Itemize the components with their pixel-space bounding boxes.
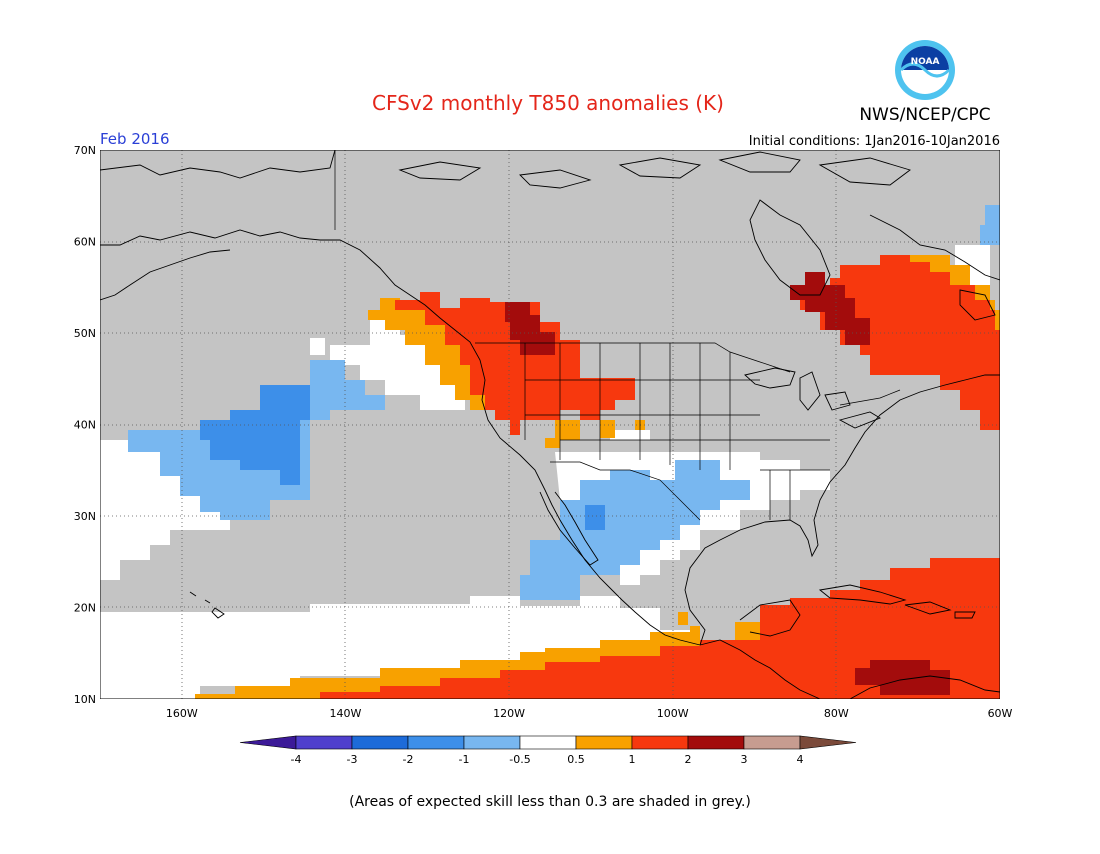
lat-label: 10N	[74, 693, 96, 706]
colorbar-tick-label: 1	[629, 753, 636, 766]
colorbar-swatch	[575, 735, 633, 750]
map-title: CFSv2 monthly T850 anomalies (K)	[372, 91, 724, 115]
colorbar-swatch	[407, 735, 465, 750]
lon-label: 120W	[493, 707, 525, 720]
colorbar-swatch	[463, 735, 521, 750]
lon-label: 60W	[988, 707, 1013, 720]
colorbar: -4 -3 -2 -1 -0.5 0.5 1 2 3 4	[239, 735, 857, 766]
colorbar-swatch	[295, 735, 353, 750]
colorbar-swatch	[631, 735, 689, 750]
initial-conditions-label: Initial conditions: 1Jan2016-10Jan2016	[749, 134, 1000, 149]
lon-label: 140W	[330, 707, 362, 720]
negative-anomaly-areas	[128, 205, 1000, 600]
logo-text: NOAA	[911, 57, 940, 67]
colorbar-tick-label: -3	[347, 753, 358, 766]
colorbar-low-arrow	[239, 735, 297, 750]
skill-note: (Areas of expected skill less than 0.3 a…	[349, 794, 751, 810]
colorbar-tick-label: 3	[741, 753, 748, 766]
colorbar-tick-label: -4	[291, 753, 302, 766]
lat-label: 20N	[74, 602, 96, 615]
agency-label: NWS/NCEP/CPC	[859, 105, 990, 125]
lat-label: 30N	[74, 510, 96, 523]
colorbar-tick-label: -0.5	[509, 753, 530, 766]
latitude-labels: 70N 60N 50N 40N 30N 20N 10N	[74, 144, 96, 706]
colorbar-tick-label: 0.5	[567, 753, 585, 766]
coastline-outline	[100, 150, 1000, 699]
noaa-logo-icon: NOAA	[895, 40, 955, 100]
positive-anomaly-areas	[195, 255, 1000, 699]
period-label: Feb 2016	[100, 130, 170, 148]
colorbar-tick-label: -2	[403, 753, 414, 766]
lat-label: 40N	[74, 419, 96, 432]
lon-label: 80W	[824, 707, 849, 720]
colorbar-tick-label: 4	[797, 753, 804, 766]
lon-label: 160W	[166, 707, 198, 720]
lat-label: 60N	[74, 236, 96, 249]
colorbar-swatch	[743, 735, 801, 750]
longitude-labels: 160W 140W 120W 100W 80W 60W	[166, 707, 1013, 720]
political-borders	[334, 150, 901, 521]
map-panel	[100, 150, 1000, 699]
colorbar-swatch	[351, 735, 409, 750]
lat-label: 50N	[74, 327, 96, 340]
lat-label: 70N	[74, 144, 96, 157]
colorbar-high-arrow	[799, 735, 857, 750]
colorbar-tick-label: -1	[459, 753, 470, 766]
colorbar-swatch	[687, 735, 745, 750]
lon-label: 100W	[657, 707, 689, 720]
colorbar-tick-label: 2	[685, 753, 692, 766]
colorbar-swatch	[519, 735, 577, 750]
